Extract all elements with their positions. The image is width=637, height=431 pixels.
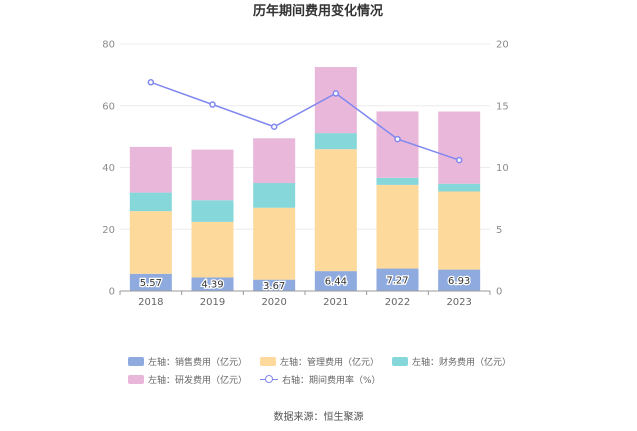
legend: 左轴：销售费用（亿元） 左轴：管理费用（亿元） 左轴：财务费用（亿元） 左轴：研… — [128, 352, 528, 388]
legend-swatch-rnd — [128, 374, 144, 384]
x-tick-label: 2018 — [138, 297, 163, 308]
bar-3-2019 — [191, 149, 234, 201]
bar-1-2023 — [438, 191, 481, 270]
bar-2-2020 — [253, 183, 296, 208]
rate-line-path — [150, 81, 460, 161]
bar-0-2019 — [191, 277, 234, 291]
bar-0-2022 — [376, 268, 419, 291]
bar-3-2021 — [314, 67, 357, 134]
bar-2-2021 — [314, 133, 357, 150]
legend-swatch-rate — [260, 374, 278, 384]
y-tick-left: 20 — [102, 225, 115, 236]
bar-1-2022 — [376, 184, 419, 269]
y-tick-right: 20 — [496, 40, 509, 51]
bar-3-2018 — [129, 146, 172, 193]
bar-3-2023 — [438, 111, 481, 184]
legend-label-sales: 左轴：销售费用（亿元） — [148, 357, 248, 368]
rate-point-2022 — [394, 135, 401, 143]
legend-label-rnd: 左轴：研发费用（亿元） — [148, 375, 248, 386]
bar-0-2023 — [438, 269, 481, 291]
y-tick-right: 0 — [496, 287, 502, 298]
data-labels: 5.57 4.39 3.67 6.44 7.27 6.93 — [138, 274, 471, 293]
legend-item-sales[interactable]: 左轴：销售费用（亿元） — [128, 355, 260, 368]
bars — [129, 67, 481, 291]
data-label-sales: 7.27 — [386, 275, 408, 286]
x-tick-label: 2023 — [446, 297, 471, 308]
data-label-sales: 6.93 — [448, 276, 470, 287]
legend-swatch-finance — [392, 356, 408, 366]
bar-3-2020 — [253, 138, 296, 184]
grid — [120, 43, 490, 230]
data-label-sales: 4.39 — [201, 280, 223, 291]
legend-item-finance[interactable]: 左轴：财务费用（亿元） — [392, 355, 524, 368]
rate-point-2023 — [455, 156, 463, 164]
bar-2-2023 — [438, 183, 481, 192]
rate-point-2021 — [332, 90, 340, 97]
x-tick-label: 2020 — [261, 297, 286, 308]
rate-point-2019 — [209, 101, 216, 108]
bar-1-2018 — [129, 211, 172, 274]
x-axis: 2018 2019 2020 2021 2022 2023 — [119, 290, 491, 308]
chart-title: 历年期间费用变化情况 — [253, 3, 383, 19]
data-label-sales: 3.67 — [263, 281, 285, 292]
legend-item-rnd[interactable]: 左轴：研发费用（亿元） — [128, 373, 260, 386]
x-tick-label: 2022 — [385, 297, 410, 308]
bar-0-2021 — [314, 271, 357, 291]
legend-label-rate: 右轴：期间费用率（%） — [282, 375, 381, 386]
bar-0-2020 — [253, 279, 296, 291]
data-label-sales: 6.44 — [325, 277, 347, 288]
bar-1-2021 — [314, 149, 357, 272]
y-tick-left: 80 — [102, 40, 115, 51]
y-tick-left: 40 — [102, 163, 115, 174]
bar-2-2019 — [191, 200, 234, 222]
rate-point-2018 — [147, 79, 155, 86]
y-tick-right: 15 — [496, 101, 509, 112]
legend-label-finance: 左轴：财务费用（亿元） — [412, 357, 512, 368]
y-tick-right: 10 — [496, 163, 509, 174]
rate-point-2020 — [270, 123, 278, 130]
right-axis: 0 5 10 15 20 — [496, 40, 509, 298]
legend-item-admin[interactable]: 左轴：管理费用（亿元） — [260, 355, 392, 368]
left-axis: 0 20 40 60 80 — [102, 40, 115, 298]
bar-1-2019 — [191, 221, 234, 278]
legend-swatch-admin — [260, 356, 276, 366]
y-tick-left: 60 — [102, 101, 115, 112]
legend-item-rate[interactable]: 右轴：期间费用率（%） — [260, 373, 392, 386]
legend-swatch-sales — [128, 356, 144, 366]
bar-1-2020 — [253, 207, 296, 280]
data-label-sales: 5.57 — [140, 278, 162, 289]
x-tick-label: 2019 — [200, 297, 225, 308]
x-tick-label: 2021 — [323, 297, 348, 308]
legend-label-admin: 左轴：管理费用（亿元） — [280, 357, 380, 368]
data-source: 数据来源：恒生聚源 — [273, 412, 364, 423]
rate-line — [147, 79, 463, 164]
bar-0-2018 — [129, 273, 172, 291]
y-tick-left: 0 — [109, 287, 115, 298]
bar-2-2018 — [129, 192, 172, 212]
bar-2-2022 — [376, 177, 419, 185]
y-tick-right: 5 — [496, 225, 502, 236]
